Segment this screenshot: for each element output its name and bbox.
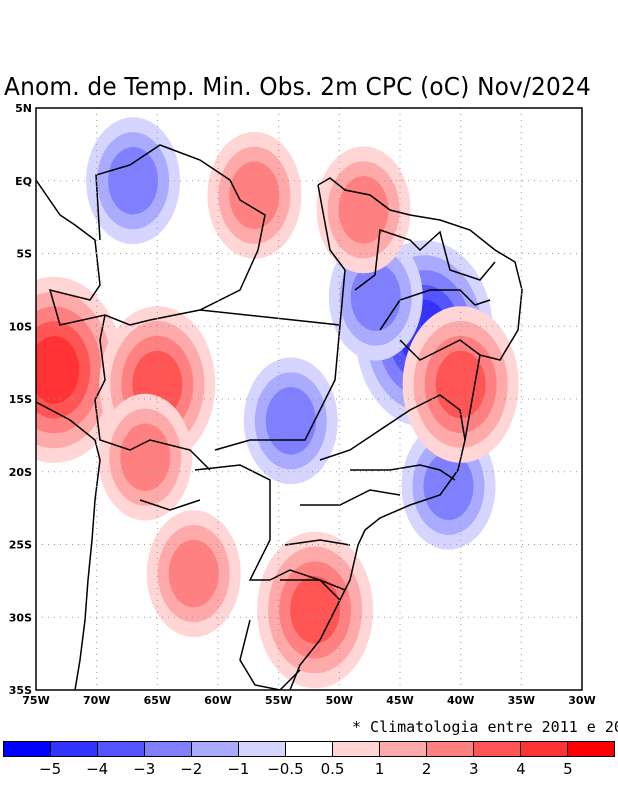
lat-lon-grid	[36, 108, 582, 690]
colorbar-segment	[98, 742, 145, 756]
lat-tick-label: 30S	[9, 611, 32, 624]
contour-level	[350, 263, 401, 331]
lon-tick-label: 30W	[568, 694, 595, 707]
contour-level	[265, 387, 316, 455]
colorbar-segment	[239, 742, 286, 756]
map-frame	[35, 107, 583, 691]
anomaly-field	[36, 117, 519, 689]
colorbar	[3, 741, 615, 757]
anomaly-argentina-warm	[146, 510, 241, 638]
lon-tick-label: 40W	[447, 694, 474, 707]
contour-level	[338, 176, 389, 244]
coastline-west	[36, 401, 101, 690]
colorbar-segment	[286, 742, 333, 756]
colorbar-label: 5	[563, 760, 573, 778]
lon-tick-label: 45W	[386, 694, 413, 707]
colorbar-segment	[474, 742, 521, 756]
lat-tick-label: 5N	[15, 102, 32, 115]
contour-level	[36, 336, 80, 404]
border-paraguay	[139, 464, 271, 581]
lon-tick-label: 70W	[83, 694, 110, 707]
border-states-north	[95, 144, 266, 321]
colorbar-label: −2	[180, 760, 203, 778]
latitude-axis: 5N EQ 5S 10S 15S 20S 25S 30S 35S	[9, 102, 32, 697]
anomaly-mt-cool	[243, 357, 338, 485]
contour-level	[423, 452, 474, 521]
anomaly-roraima-cool	[86, 117, 181, 245]
border-argentina-uruguay	[239, 569, 341, 690]
lon-tick-label: 50W	[326, 694, 353, 707]
climatology-footnote: * Climatologia entre 2011 e 2022	[352, 718, 618, 736]
colorbar-label: −3	[133, 760, 156, 778]
lat-tick-label: 10S	[9, 320, 32, 333]
colorbar-segment	[192, 742, 239, 756]
contour-level	[108, 147, 159, 215]
contour-level	[120, 423, 171, 491]
lat-tick-label: 25S	[9, 539, 32, 552]
colorbar-segment	[380, 742, 427, 756]
colorbar-segment	[4, 742, 51, 756]
lat-tick-label: 5S	[16, 248, 32, 261]
lon-tick-label: 65W	[144, 694, 171, 707]
colorbar-segment	[333, 742, 380, 756]
lon-tick-label: 75W	[22, 694, 49, 707]
border-peru-brazil	[36, 179, 151, 326]
contour-level	[168, 539, 219, 608]
colorbar-label: 0.5	[320, 760, 345, 778]
lon-tick-label: 55W	[265, 694, 292, 707]
anomaly-para-coast-warm	[316, 146, 411, 274]
contour-level	[290, 576, 341, 644]
country-borders	[36, 144, 523, 690]
colorbar-segment	[145, 742, 192, 756]
colorbar-segment	[568, 742, 614, 756]
colorbar-segment	[51, 742, 98, 756]
border-states-se	[280, 394, 466, 591]
lat-tick-label: 15S	[9, 393, 32, 406]
lat-tick-label: EQ	[15, 175, 32, 188]
border-bolivia	[94, 314, 211, 471]
lon-tick-label: 35W	[508, 694, 535, 707]
anomaly-map: 5N EQ 5S 10S 15S 20S 25S 30S 35S 75W 70W 65W 60W 55W…	[9, 102, 596, 707]
colorbar-label: −5	[39, 760, 62, 778]
lat-tick-label: 20S	[9, 466, 32, 479]
anomaly-peru-warm	[36, 276, 124, 464]
lon-tick-label: 60W	[204, 694, 231, 707]
border-states-ne	[354, 228, 496, 361]
longitude-axis: 75W 70W 65W 60W 55W 50W 45W 40W 35W 30W	[22, 694, 595, 707]
lat-tick-label: 35S	[9, 684, 32, 697]
colorbar-label: 3	[468, 760, 479, 778]
colorbar-label: −1	[227, 760, 250, 778]
colorbar-label: −0.5	[267, 760, 304, 778]
map-title: Anom. de Temp. Min. Obs. 2m CPC (oC) Nov…	[4, 72, 591, 101]
anomaly-amapa-warm	[207, 131, 302, 259]
colorbar-segment	[427, 742, 474, 756]
border-mato-grosso	[199, 184, 346, 451]
colorbar-segment	[521, 742, 568, 756]
colorbar-label: 4	[516, 760, 526, 778]
colorbar-label: 2	[421, 760, 432, 778]
colorbar-label: 1	[374, 760, 385, 778]
colorbar-label: −4	[86, 760, 109, 778]
contour-level	[229, 161, 280, 230]
